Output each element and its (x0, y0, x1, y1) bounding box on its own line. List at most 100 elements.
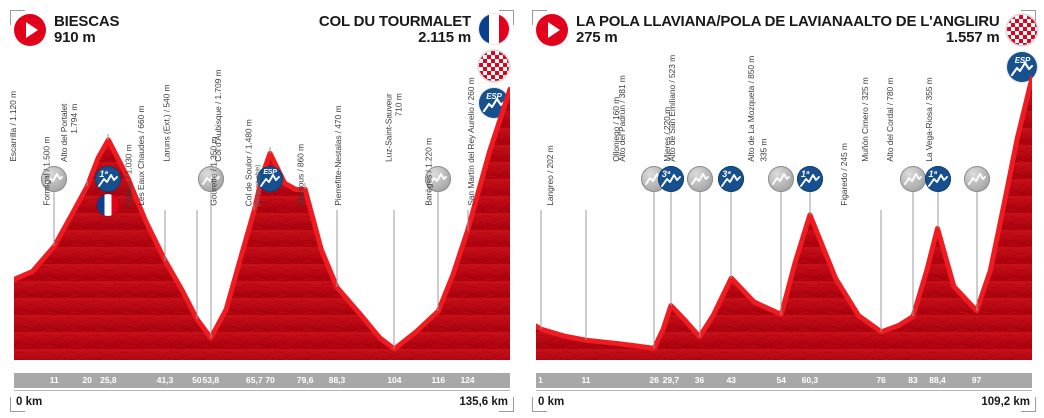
stage-start-group: BIESCAS 910 m (14, 13, 120, 47)
marker-label: 335 m (758, 138, 769, 162)
climb-marker-icon: 1ª (95, 166, 122, 192)
axis-tick: 76 (876, 375, 886, 385)
distance-axis: 11 20 25,8 41,3 50 53,8 65,7 70 79,6 88,3 104 116 12… (14, 373, 510, 388)
marker-pole (164, 210, 166, 261)
finish-location: ALTO DE L'ANGLIRU 1.557 m (853, 13, 999, 46)
marker-label: San Martín del Rey Aurelio / 260 m (465, 77, 476, 206)
finish-altitude: 2.115 m (418, 29, 471, 47)
sprint-marker-icon (686, 166, 713, 192)
marker-label: Marsous / 860 m (295, 144, 306, 206)
play-icon (14, 14, 46, 47)
stage-start-group: LA POLA LLAVIANA/POLA DE LAVIANA 275 m (536, 13, 854, 47)
marker-pole (937, 192, 939, 229)
sprint-marker-icon (963, 166, 990, 192)
axis-tick: 20 (82, 375, 92, 385)
marker-label: Muñón Cimero / 325 m (859, 77, 870, 162)
elevation-plot-area: San Martín del Rey Aurelio / 260 m Langre… (466, 55, 1032, 360)
climb-category-label: 1ª (928, 169, 937, 179)
marker-label: Formigal / 1.500 m (41, 136, 52, 206)
start-name: LA POLA LLAVIANA/POLA DE LAVIANA (576, 13, 854, 30)
marker-label: Laruns (Ext.) / 540 m (161, 84, 172, 162)
marker-pole (107, 133, 109, 140)
header-badge-column: ESP (1006, 14, 1039, 82)
axis-tick: 124 (460, 375, 475, 385)
axis-tick: 11 (49, 375, 59, 385)
stage-finish-group: ALTO DE L'ANGLIRU 1.557 m ESP (853, 13, 1039, 82)
esp-label: ESP (263, 169, 277, 176)
sprint-marker-icon (197, 166, 224, 192)
climb-category-label: 1ª (99, 169, 108, 179)
marker-pole (269, 147, 271, 154)
climb-marker-icon: 1ª (924, 166, 951, 192)
marker-pole (304, 183, 306, 190)
marker-pole (653, 192, 655, 349)
marker-label: Alto del Cordal / 780 m (884, 77, 895, 162)
marker-label-line2: 1.794 m (68, 103, 79, 134)
frame-corner-bottom-left (532, 397, 547, 412)
marker-label: Pierrefitte-Nestalas / 470 m (333, 105, 344, 206)
marker-pole (393, 210, 395, 349)
marker-pole (437, 192, 439, 312)
start-location: BIESCAS 910 m (54, 13, 120, 47)
finish-location: COL DU TOURMALET 2.115 m (318, 13, 471, 47)
esp-label: ESP (486, 92, 502, 101)
marker-label: Alto del Portalet 1.794 m (59, 103, 79, 162)
sprint-marker-icon (768, 166, 795, 192)
marker-pole (53, 192, 55, 247)
marker-label: Figaredo / 245 m (839, 143, 850, 206)
frame-corner-top-left (10, 10, 25, 25)
start-location: LA POLA LLAVIANA/POLA DE LAVIANA 275 m (576, 13, 854, 46)
axis-tick: 53,8 (202, 375, 220, 385)
marker-label: Langreo / 202 m (544, 145, 555, 206)
axis-tick: 25,8 (100, 375, 117, 385)
marker-pole (670, 192, 672, 306)
axis-tick: 11 (581, 375, 591, 385)
climb-category-label: 3ª (722, 169, 731, 179)
axis-tick: 65,7 (246, 375, 263, 385)
marker-pole (880, 210, 882, 332)
stage-profile-left: BIESCAS 910 m COL DU TOURMALET 2.115 m E… (8, 10, 514, 412)
marker-pole (467, 210, 469, 231)
frame-corner-bottom-right (499, 397, 514, 412)
marker-label: Gabas / 1.030 m (123, 144, 134, 206)
marker-label-text: Col de Soulor / 1.480 m (243, 118, 254, 206)
marker-pole (699, 192, 701, 337)
stage-header: LA POLA LLAVIANA/POLA DE LAVIANA 275 m A… (536, 13, 1039, 82)
distance-start-label: 0 km (538, 395, 565, 408)
climb-marker-icon: 1ª (796, 166, 823, 192)
axis-tick: 43 (726, 375, 737, 385)
marker-pole (196, 210, 198, 319)
sprint-marker-icon (425, 166, 452, 192)
axis-tick: 54 (776, 375, 786, 385)
axis-tick: 79,6 (296, 375, 314, 385)
marker-label: Les Eaux Chaudes / 660 m (136, 105, 147, 206)
distance-axis: 1 11 26 29,7 36 43 54 60,3 76 83 88,4 97 (536, 373, 1032, 388)
axis-tick: 36 (694, 375, 705, 385)
marker-label: Alto de San Emiliano / 523 m (667, 55, 678, 162)
climb-category-label: 1ª (800, 169, 810, 179)
marker-label: Col de Soulor / 1.480 m (No puntuable) (243, 118, 261, 206)
axis-tick: 50 (192, 375, 202, 385)
stage-profile-right: LA POLA LLAVIANA/POLA DE LAVIANA 275 m A… (466, 0, 1044, 418)
axis-tick: 88,4 (929, 375, 946, 385)
axis-tick: 26 (649, 375, 659, 385)
climb-marker-icon: 3ª (657, 166, 684, 192)
marker-pole (210, 192, 212, 338)
marker-label: Luz-Saint-Sauveur 710 m (384, 93, 404, 162)
finish-checkered-icon (478, 50, 510, 82)
climb-category-label: 3ª (661, 169, 671, 179)
frame-corner-top-left (532, 10, 547, 25)
finish-name: COL DU TOURMALET (318, 13, 471, 30)
marker-pole (585, 210, 587, 341)
start-altitude: 910 m (54, 29, 96, 47)
marker-pole (253, 204, 255, 210)
flag-france-icon (97, 194, 120, 216)
distance-end-label: 109,2 km (981, 395, 1030, 408)
marker-label: Barèges / 1.220 m (422, 138, 433, 206)
start-name: BIESCAS (54, 13, 120, 30)
marker-pole (780, 192, 782, 315)
marker-pole (912, 192, 914, 317)
frame-corner-top-right (499, 10, 514, 25)
frame-corner-bottom-right (1021, 397, 1036, 412)
esp-label: ESP (1014, 56, 1031, 65)
